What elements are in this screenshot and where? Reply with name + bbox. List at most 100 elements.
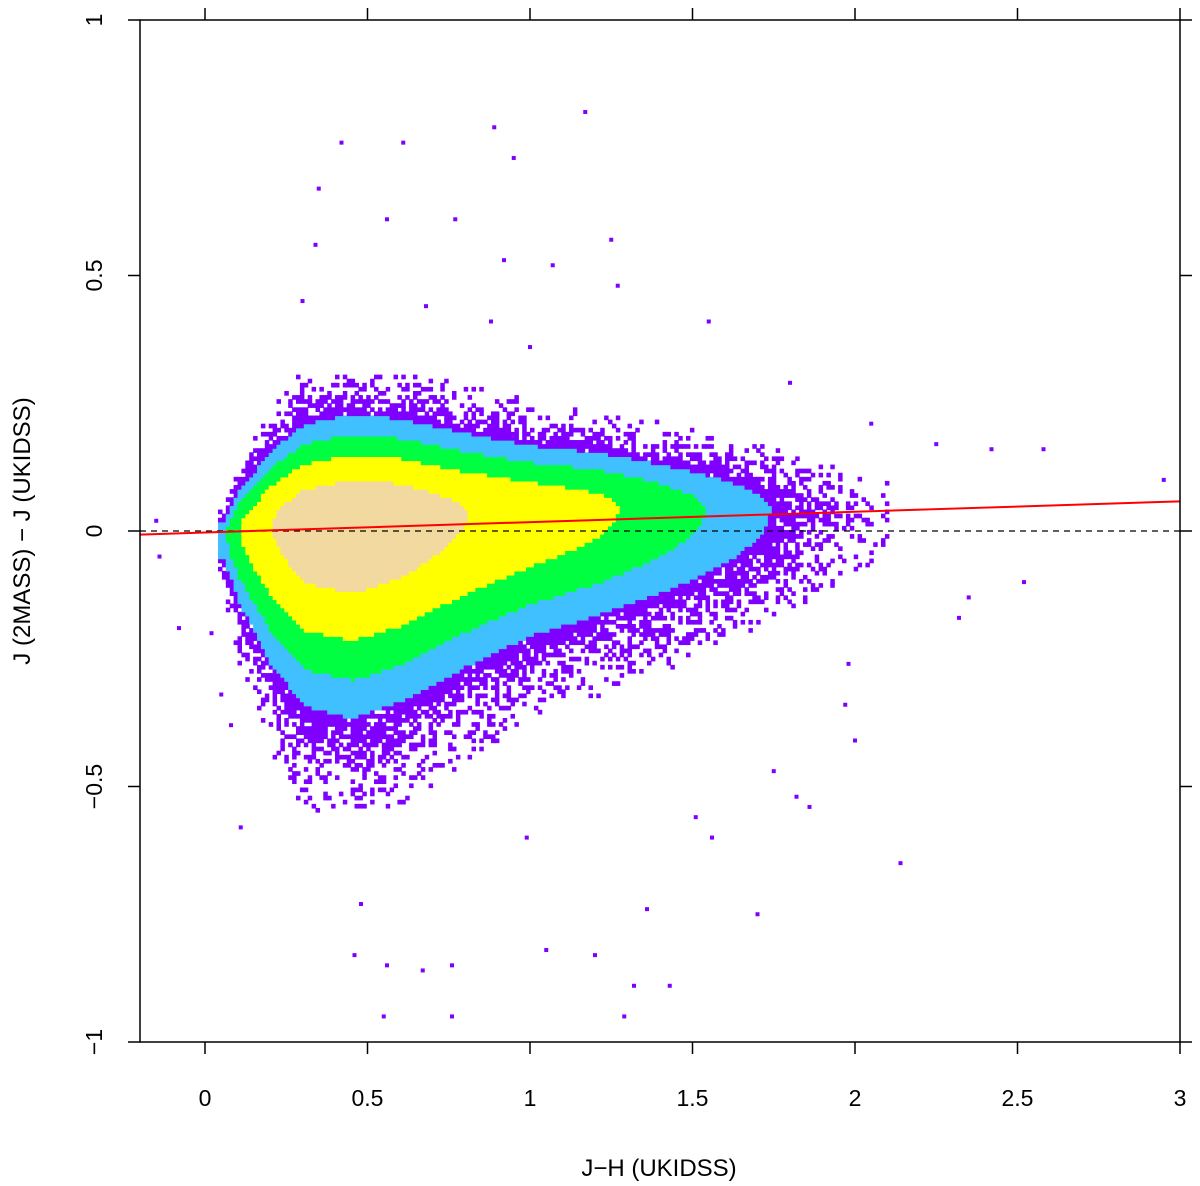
density-bin xyxy=(338,509,344,515)
density-bin xyxy=(413,697,418,703)
density-bin xyxy=(381,624,387,629)
density-bin xyxy=(424,554,430,560)
density-bin xyxy=(444,587,449,592)
density-bin xyxy=(428,386,434,392)
density-bin xyxy=(315,713,320,719)
density-bin xyxy=(381,636,387,641)
density-bin xyxy=(299,693,305,699)
density-bin xyxy=(331,489,336,494)
density-bin xyxy=(237,554,242,560)
density-bin xyxy=(424,423,430,429)
density-bin xyxy=(385,591,391,596)
density-bin xyxy=(288,448,293,453)
density-bin xyxy=(358,730,363,735)
density-bin xyxy=(452,435,457,441)
density-bin xyxy=(335,713,340,719)
density-bin xyxy=(381,660,387,666)
density-bin xyxy=(315,546,320,552)
density-bin xyxy=(358,419,363,425)
density-bin xyxy=(374,480,379,486)
density-bin xyxy=(405,501,410,507)
density-bin xyxy=(455,542,461,547)
density-bin xyxy=(296,632,301,637)
density-bin xyxy=(354,709,359,715)
density-bin xyxy=(366,399,371,404)
density-bin xyxy=(444,517,449,523)
density-bin xyxy=(455,595,461,601)
density-bin xyxy=(323,423,328,429)
density-bin xyxy=(389,497,395,502)
density-bin xyxy=(389,431,395,437)
density-bin xyxy=(296,583,301,588)
density-bin xyxy=(448,464,453,470)
density-bin xyxy=(245,468,250,474)
density-bin xyxy=(397,489,402,494)
density-bin xyxy=(264,460,270,466)
density-bin xyxy=(401,628,406,633)
density-bin xyxy=(455,456,461,462)
density-bin xyxy=(253,448,258,453)
density-bin xyxy=(303,799,309,805)
density-bin xyxy=(350,611,356,617)
density-bin xyxy=(257,607,262,613)
density-bin xyxy=(385,615,391,621)
density-bin xyxy=(346,705,352,711)
density-bin xyxy=(432,677,437,682)
density-bin xyxy=(315,722,320,727)
density-bin xyxy=(366,685,371,691)
density-bin xyxy=(397,652,402,658)
density-bin xyxy=(409,464,414,470)
density-bin xyxy=(292,615,297,621)
density-bin xyxy=(354,476,359,482)
density-bin xyxy=(335,493,340,498)
density-bin xyxy=(401,538,406,543)
density-bin xyxy=(249,644,254,650)
density-bin xyxy=(366,517,371,523)
density-bin xyxy=(288,529,293,535)
density-bin xyxy=(405,415,410,421)
density-bin xyxy=(444,534,449,539)
density-bin xyxy=(362,713,367,719)
density-bin xyxy=(409,444,414,449)
density-bin xyxy=(327,603,332,609)
density-bin xyxy=(296,652,301,658)
density-bin xyxy=(342,599,348,605)
density-bin xyxy=(405,464,410,470)
density-bin xyxy=(432,644,437,650)
density-bin xyxy=(475,664,480,670)
density-bin xyxy=(233,538,239,543)
density-bin xyxy=(397,595,402,601)
density-bin xyxy=(475,693,480,699)
density-bin xyxy=(479,636,484,641)
density-bin xyxy=(264,521,270,527)
density-bin xyxy=(471,636,476,641)
density-bin xyxy=(444,624,449,629)
density-bin xyxy=(405,656,410,662)
density-bin xyxy=(249,554,254,560)
density-bin xyxy=(296,664,301,670)
density-bin xyxy=(428,652,434,658)
density-bin xyxy=(327,501,332,507)
density-bin xyxy=(284,480,289,486)
density-bin xyxy=(241,574,246,580)
density-bin xyxy=(448,673,453,678)
density-bin xyxy=(401,493,406,498)
density-bin xyxy=(452,546,457,552)
density-bin xyxy=(444,705,449,711)
density-bin xyxy=(440,546,445,552)
density-bin xyxy=(424,693,430,699)
density-bin xyxy=(362,456,367,462)
density-bin xyxy=(346,382,352,388)
density-bin xyxy=(393,599,398,605)
density-bin xyxy=(346,542,352,547)
density-bin xyxy=(299,501,305,507)
density-bin xyxy=(272,591,278,596)
density-bin xyxy=(385,664,391,670)
density-bin xyxy=(284,579,289,584)
density-bin xyxy=(292,673,297,678)
density-bin xyxy=(401,517,406,523)
density-bin xyxy=(292,611,297,617)
density-bin xyxy=(284,652,289,658)
density-bin xyxy=(455,689,461,695)
density-bin xyxy=(350,435,356,441)
